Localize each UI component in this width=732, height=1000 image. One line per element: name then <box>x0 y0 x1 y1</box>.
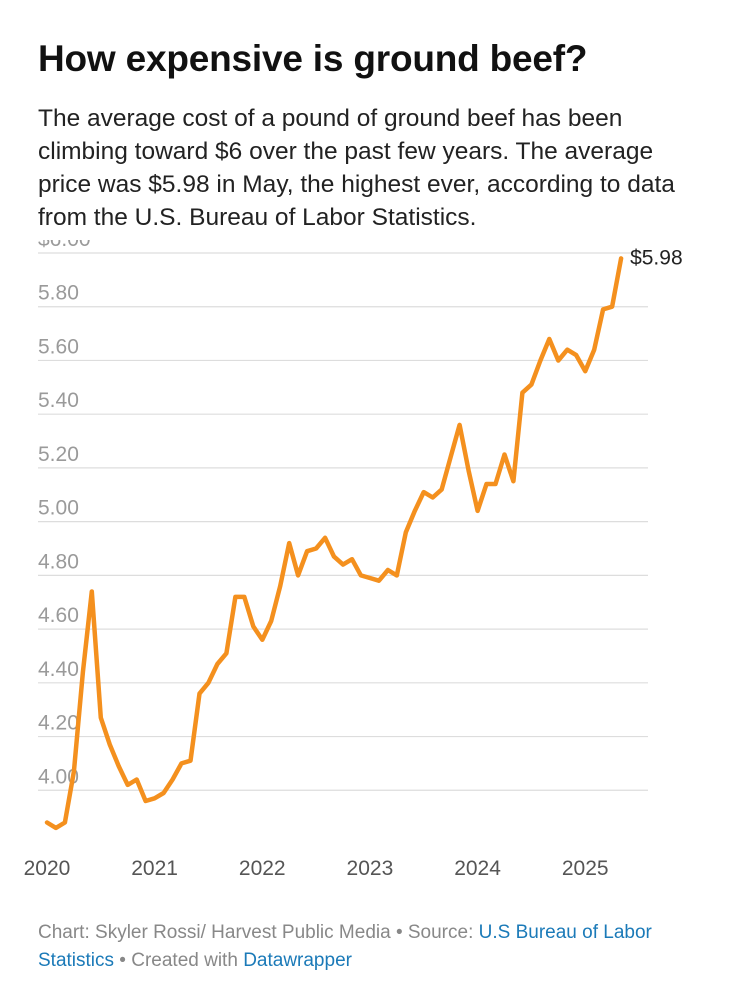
y-tick-label: 5.40 <box>38 389 79 412</box>
y-tick-label: 4.80 <box>38 550 79 573</box>
datawrapper-link[interactable]: Datawrapper <box>243 950 352 971</box>
ground-beef-price-line <box>44 256 624 831</box>
line-chart: 4.00 4.20 4.40 4.60 4.80 5.00 5.20 5.40 5.60 5.80… <box>24 240 683 880</box>
chart-footer: Chart: Skyler Rossi/ Harvest Public Medi… <box>38 919 708 975</box>
y-tick-label: 5.60 <box>38 335 79 358</box>
x-tick-label: 2023 <box>347 857 394 880</box>
y-tick-label: 4.00 <box>38 765 79 788</box>
y-tick-label: 5.80 <box>38 282 79 305</box>
y-tick-label: 4.40 <box>38 658 79 681</box>
end-value-label: $5.98 <box>630 246 683 269</box>
y-tick-label: 5.00 <box>38 497 79 520</box>
x-tick-label: 2022 <box>239 857 286 880</box>
y-tick-label: 4.20 <box>38 712 79 735</box>
source-link[interactable]: U.S Bureau of Labor Statistics <box>38 922 652 971</box>
credit-text: Chart: Skyler Rossi/ Harvest Public Medi… <box>38 922 479 943</box>
y-axis-labels: 4.00 4.20 4.40 4.60 4.80 5.00 5.20 5.40 5.60 5.80… <box>38 240 91 788</box>
x-axis-labels: 2020 2021 2022 2023 2024 2025 <box>24 857 609 880</box>
y-tick-label: 5.20 <box>38 443 79 466</box>
y-tick-label: 4.60 <box>38 604 79 627</box>
x-tick-label: 2021 <box>131 857 178 880</box>
x-tick-label: 2024 <box>454 857 501 880</box>
x-tick-label: 2025 <box>562 857 609 880</box>
chart-subtitle: The average cost of a pound of ground be… <box>38 105 675 231</box>
gridlines <box>38 252 648 791</box>
chart-title: How expensive is ground beef? <box>38 38 588 79</box>
y-tick-label: $6.00 <box>38 240 91 251</box>
x-tick-label: 2020 <box>24 857 71 880</box>
created-with-text: • Created with <box>114 950 244 971</box>
